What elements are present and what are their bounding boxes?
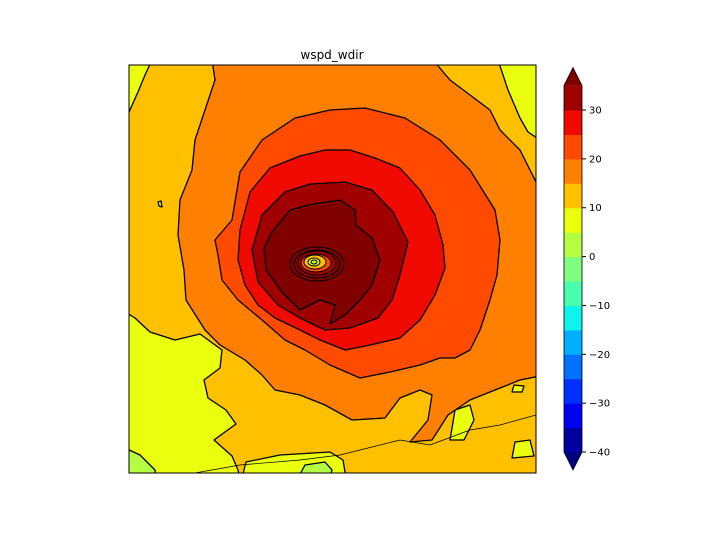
band-0-5-corner bbox=[129, 449, 157, 473]
colorbar-band bbox=[564, 207, 582, 233]
colorbar-band bbox=[564, 354, 582, 380]
colorbar-band bbox=[564, 110, 582, 135]
band-0-5-bottom bbox=[299, 461, 333, 473]
colorbar-tick-label: −10 bbox=[589, 301, 610, 312]
colorbar-tick-label: 30 bbox=[589, 106, 602, 117]
colorbar-tick-label: −40 bbox=[589, 448, 610, 459]
colorbar-band bbox=[564, 183, 582, 209]
colorbar-extend-bottom bbox=[564, 452, 582, 470]
band-5-10-topright bbox=[498, 65, 536, 139]
colorbar-band bbox=[564, 378, 582, 404]
colorbar-band bbox=[564, 305, 582, 331]
band-5-10-br2 bbox=[511, 439, 535, 459]
colorbar-tick-label: 10 bbox=[589, 203, 602, 214]
chart-title: wspd_wdir bbox=[301, 48, 364, 62]
colorbar-tick-label: 0 bbox=[589, 252, 595, 263]
colorbar-band bbox=[564, 329, 582, 355]
coastline bbox=[194, 414, 536, 473]
band-5-10-br3 bbox=[511, 384, 525, 393]
eye bbox=[289, 246, 345, 282]
colorbar-band bbox=[564, 256, 582, 282]
plot-frame bbox=[128, 64, 537, 474]
colorbar-extend-top bbox=[564, 67, 582, 86]
band-5-10-topleft bbox=[129, 65, 151, 113]
colorbar-tick-label: −20 bbox=[589, 350, 610, 361]
colorbar-tick-label: 20 bbox=[589, 154, 602, 165]
colorbar-band bbox=[564, 281, 582, 306]
colorbar-band bbox=[564, 232, 582, 258]
band-5-10-br1 bbox=[449, 404, 475, 441]
colorbar-band bbox=[564, 134, 582, 160]
colorbar: 30 20 10 0 −10 −20 −30 −40 bbox=[563, 66, 610, 471]
colorbar-band bbox=[564, 427, 582, 453]
colorbar-band bbox=[564, 85, 582, 111]
contour-plot bbox=[129, 65, 536, 473]
colorbar-band bbox=[564, 158, 582, 184]
colorbar-band bbox=[564, 403, 582, 429]
colorbar-tick-label: −30 bbox=[589, 399, 610, 410]
small-island bbox=[157, 200, 163, 208]
